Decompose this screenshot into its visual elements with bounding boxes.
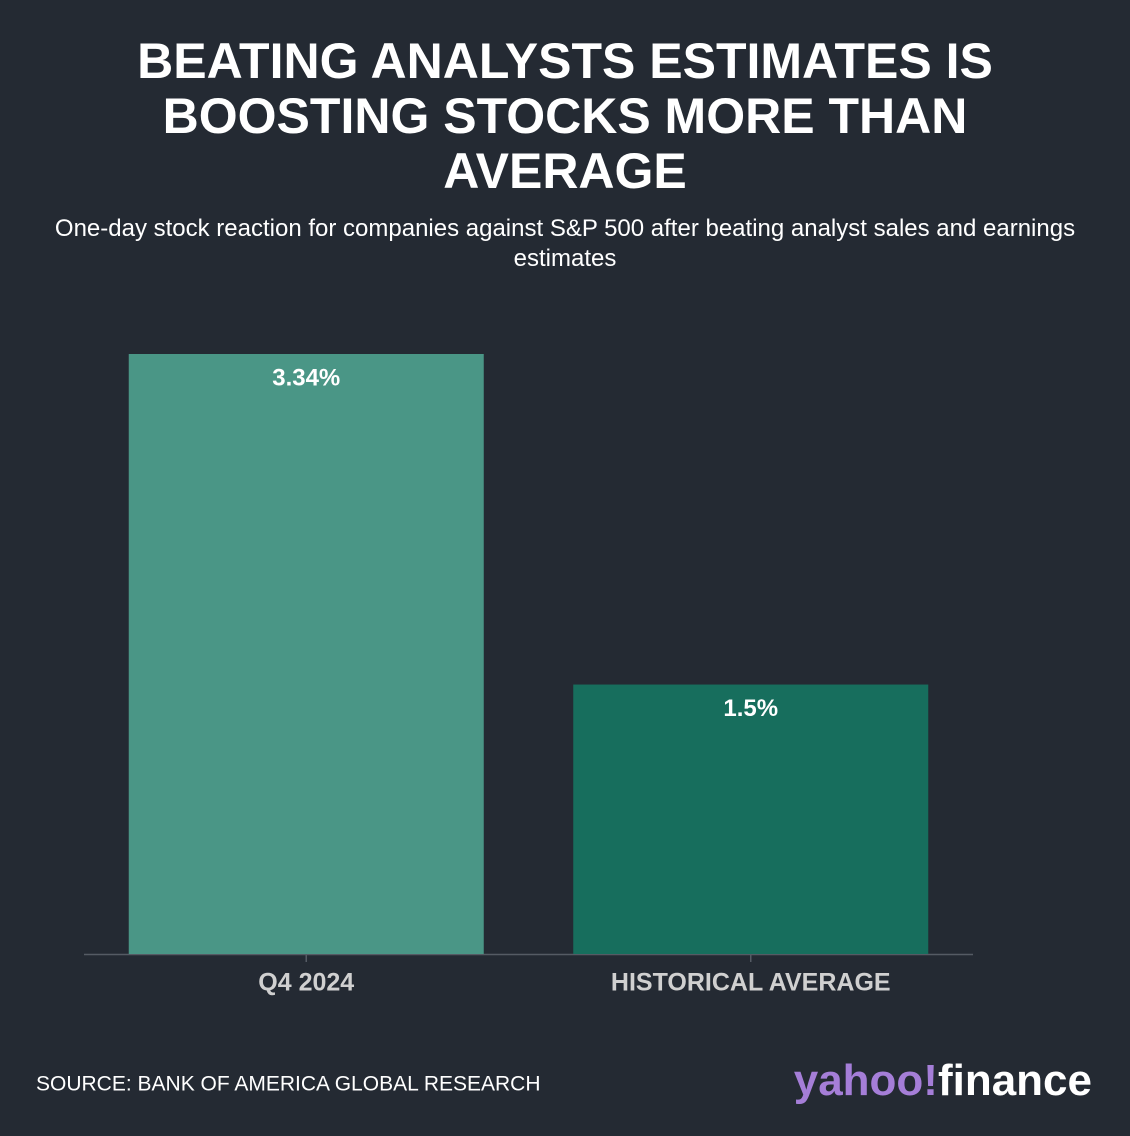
brand-logo: yahoo!finance: [794, 1056, 1092, 1105]
value-label: 3.34%: [272, 364, 340, 391]
brand-yahoo: yahoo!: [794, 1056, 938, 1105]
brand-finance: finance: [938, 1056, 1092, 1105]
title-line: AVERAGE: [443, 143, 687, 199]
bar: [573, 684, 929, 954]
title-line: BEATING ANALYSTS ESTIMATES IS: [137, 33, 993, 89]
value-label: 1.5%: [723, 695, 778, 722]
bar: [128, 354, 484, 954]
source: SOURCE: BANK OF AMERICA GLOBAL RESEARCH: [36, 1073, 541, 1096]
x-tick-label: HISTORICAL AVERAGE: [611, 969, 891, 997]
title-line: BOOSTING STOCKS MORE THAN: [162, 88, 968, 144]
chart-subtitle: One-day stock reaction for companies aga…: [54, 215, 1076, 272]
chart-title: BEATING ANALYSTS ESTIMATES IS BOOSTING ST…: [0, 34, 1130, 199]
x-tick-label: Q4 2024: [258, 969, 354, 997]
